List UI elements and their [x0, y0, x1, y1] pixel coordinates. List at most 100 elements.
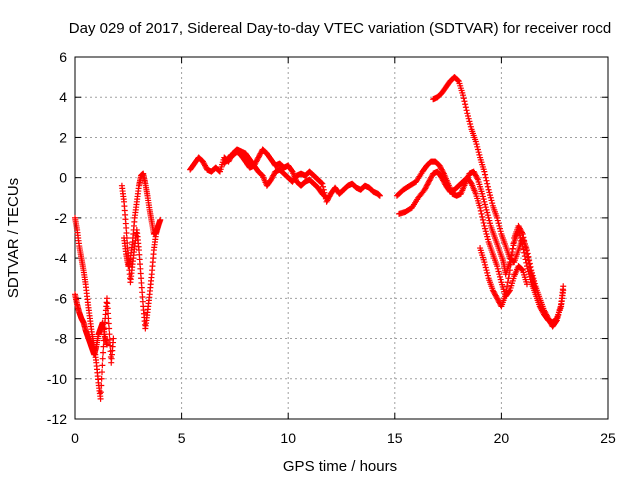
data-point	[553, 317, 560, 324]
data-point	[482, 228, 489, 235]
data-point	[530, 279, 537, 286]
y-tick-label: 4	[59, 89, 67, 105]
data-point	[104, 300, 111, 307]
data-point	[376, 192, 383, 199]
data-point	[527, 267, 534, 274]
data-point	[462, 101, 469, 108]
x-tick-label: 20	[494, 430, 510, 446]
data-point	[528, 271, 535, 278]
data-point	[481, 259, 488, 266]
data-point	[488, 197, 495, 204]
data-point	[484, 272, 491, 279]
data-point	[103, 341, 110, 348]
data-point	[502, 291, 509, 298]
data-point	[477, 207, 484, 214]
data-point	[523, 251, 530, 258]
data-point	[483, 267, 490, 274]
data-point	[509, 251, 516, 258]
data-point	[524, 254, 531, 261]
data-point	[99, 369, 106, 376]
data-point	[322, 194, 329, 201]
data-point	[474, 146, 481, 153]
data-point	[555, 309, 562, 316]
data-point	[523, 247, 530, 254]
data-point	[473, 141, 480, 148]
data-point	[485, 214, 492, 221]
y-tick-labels: -12 -10 -8 -6 -4 -2 0 2 4 6	[47, 49, 67, 427]
data-point	[504, 283, 511, 290]
plot-frame	[74, 56, 609, 420]
data-point	[526, 261, 533, 268]
data-point	[323, 194, 330, 201]
data-point	[110, 335, 117, 342]
x-tick-label: 10	[280, 430, 296, 446]
data-point	[100, 343, 107, 350]
data-point	[484, 236, 491, 243]
data-point	[474, 175, 481, 182]
series-track-i-late	[430, 74, 567, 330]
x-tick-label: 5	[178, 430, 186, 446]
data-point	[494, 265, 501, 272]
data-point	[496, 225, 503, 232]
data-point	[510, 240, 517, 247]
data-point	[464, 112, 471, 119]
series-track-e-mid	[187, 146, 383, 205]
data-point	[319, 180, 326, 187]
data-point	[106, 336, 113, 343]
data-point	[532, 287, 539, 294]
data-point	[482, 171, 489, 178]
data-point	[487, 220, 494, 227]
data-point	[105, 315, 112, 322]
data-point	[483, 230, 490, 237]
y-tick-label: -2	[55, 210, 68, 226]
x-tick-labels: 0 5 10 15 20 25	[71, 430, 616, 446]
data-point	[519, 229, 526, 236]
data-point	[99, 362, 106, 369]
data-point	[462, 104, 469, 111]
data-point	[472, 138, 479, 145]
data-point	[521, 241, 528, 248]
data-point	[528, 273, 535, 280]
data-point	[478, 210, 485, 217]
data-point	[99, 355, 106, 362]
data-point	[506, 267, 513, 274]
data-point	[526, 264, 533, 271]
data-point	[98, 375, 105, 382]
data-point	[554, 314, 561, 321]
data-point	[482, 261, 489, 268]
data-point	[477, 204, 484, 211]
data-point	[484, 233, 491, 240]
data-point	[467, 123, 474, 130]
y-axis-label: SDTVAR / TECUs	[5, 178, 22, 298]
series-track-b-early	[72, 291, 110, 358]
data-point	[484, 209, 491, 216]
data-point	[520, 234, 527, 241]
data-point	[497, 276, 504, 283]
data-point	[509, 245, 516, 252]
data-point	[489, 200, 496, 207]
data-point	[486, 217, 493, 224]
data-point	[560, 283, 567, 290]
data-point	[479, 190, 486, 197]
y-tick-label: -4	[55, 250, 68, 266]
data-point	[495, 268, 502, 275]
axis-ticks	[74, 56, 609, 420]
data-point	[495, 220, 502, 227]
data-point	[531, 281, 538, 288]
data-point	[525, 257, 532, 264]
y-tick-label: 0	[59, 170, 67, 186]
data-point	[479, 216, 486, 223]
data-point	[466, 118, 473, 125]
data-point	[505, 275, 512, 282]
data-point	[486, 189, 493, 196]
x-tick-label: 15	[387, 430, 403, 446]
data-point	[482, 174, 489, 181]
data-point	[483, 206, 490, 213]
data-point	[480, 219, 487, 226]
data-point	[123, 229, 130, 236]
data-point	[555, 312, 562, 319]
data-point	[475, 149, 482, 156]
data-point	[482, 201, 489, 208]
data-point	[494, 263, 501, 270]
